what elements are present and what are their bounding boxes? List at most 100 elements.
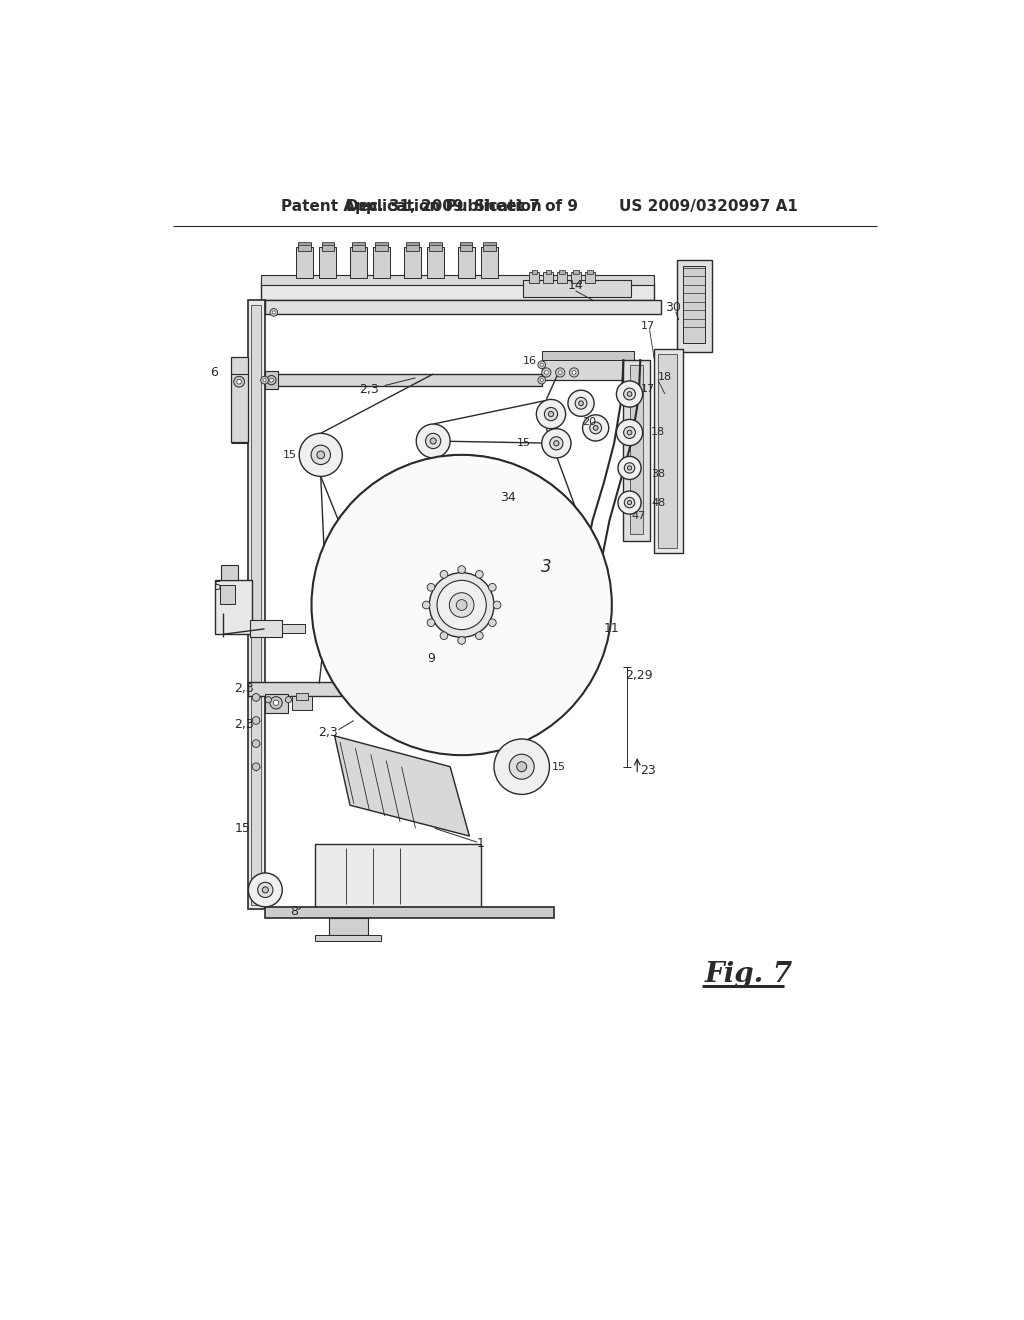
Bar — [264, 371, 279, 389]
Bar — [296, 693, 307, 700]
Circle shape — [517, 762, 526, 772]
Circle shape — [545, 408, 557, 421]
Text: 47: 47 — [632, 511, 646, 521]
Bar — [330, 917, 368, 935]
Circle shape — [509, 754, 535, 779]
Circle shape — [262, 887, 268, 892]
Bar — [298, 243, 310, 251]
Circle shape — [628, 466, 632, 470]
Bar — [248, 682, 528, 696]
Bar — [523, 280, 631, 297]
Circle shape — [616, 381, 643, 407]
Bar — [315, 935, 381, 941]
Bar — [376, 243, 388, 251]
Text: Fig. 7: Fig. 7 — [705, 961, 793, 989]
Circle shape — [252, 693, 260, 701]
Bar — [542, 351, 634, 360]
Bar — [658, 354, 677, 548]
Bar — [315, 843, 481, 907]
Text: 18: 18 — [651, 426, 666, 437]
Circle shape — [233, 376, 245, 387]
Text: 15: 15 — [552, 762, 565, 772]
Text: 16: 16 — [522, 356, 537, 366]
Circle shape — [624, 426, 636, 438]
Circle shape — [258, 882, 273, 898]
Bar — [215, 581, 252, 635]
Circle shape — [572, 371, 577, 375]
Bar — [403, 247, 421, 277]
Text: 6: 6 — [210, 366, 218, 379]
Bar — [407, 243, 419, 251]
Text: 2,29: 2,29 — [625, 669, 652, 682]
Bar — [221, 565, 239, 581]
Bar — [559, 271, 565, 275]
Bar — [230, 358, 248, 442]
Circle shape — [593, 425, 598, 430]
Circle shape — [538, 360, 546, 368]
Text: 17: 17 — [641, 384, 655, 395]
Text: 30: 30 — [666, 301, 681, 314]
Circle shape — [252, 739, 260, 747]
Circle shape — [590, 422, 601, 434]
Circle shape — [617, 457, 641, 479]
Text: 9: 9 — [427, 652, 435, 665]
Circle shape — [542, 368, 551, 378]
Text: 38: 38 — [651, 469, 666, 479]
Bar — [531, 271, 538, 275]
Circle shape — [568, 391, 594, 416]
Bar — [252, 305, 261, 682]
Polygon shape — [335, 737, 469, 836]
Circle shape — [270, 309, 278, 317]
Circle shape — [616, 420, 643, 446]
Circle shape — [252, 763, 260, 771]
Circle shape — [488, 619, 497, 627]
Bar — [630, 364, 643, 535]
Circle shape — [624, 388, 636, 400]
Circle shape — [475, 632, 483, 639]
Bar — [458, 247, 475, 277]
Circle shape — [272, 312, 275, 314]
Text: 15: 15 — [283, 450, 297, 459]
Text: 2,3: 2,3 — [234, 681, 254, 694]
Bar — [542, 359, 634, 380]
Text: 8: 8 — [291, 906, 299, 917]
Bar — [677, 260, 712, 352]
Text: 5: 5 — [214, 579, 222, 593]
Bar — [264, 693, 288, 713]
Circle shape — [429, 573, 494, 638]
Circle shape — [311, 445, 331, 465]
Circle shape — [554, 441, 559, 446]
Circle shape — [569, 368, 579, 378]
Bar — [483, 242, 496, 246]
Circle shape — [422, 601, 430, 609]
Circle shape — [558, 371, 562, 375]
Text: 2,3: 2,3 — [359, 383, 379, 396]
Bar — [264, 374, 542, 387]
Circle shape — [475, 570, 483, 578]
Circle shape — [263, 379, 266, 381]
Circle shape — [575, 397, 587, 409]
Circle shape — [627, 430, 632, 434]
Bar — [264, 300, 662, 314]
Text: 23: 23 — [640, 764, 656, 777]
Bar — [352, 242, 365, 246]
Circle shape — [457, 599, 467, 610]
Bar — [427, 247, 444, 277]
Circle shape — [583, 414, 608, 441]
Bar — [654, 350, 683, 553]
Circle shape — [625, 498, 635, 508]
Circle shape — [252, 717, 260, 725]
Circle shape — [542, 429, 571, 458]
Text: 14: 14 — [567, 279, 584, 292]
Circle shape — [311, 455, 611, 755]
Text: US 2009/0320997 A1: US 2009/0320997 A1 — [618, 198, 798, 214]
Circle shape — [458, 636, 466, 644]
Circle shape — [286, 697, 292, 702]
Circle shape — [450, 593, 474, 618]
Bar — [296, 247, 313, 277]
Circle shape — [427, 583, 435, 591]
Bar — [248, 300, 264, 685]
Circle shape — [538, 376, 546, 384]
Circle shape — [316, 451, 325, 459]
Text: 15: 15 — [234, 822, 251, 834]
